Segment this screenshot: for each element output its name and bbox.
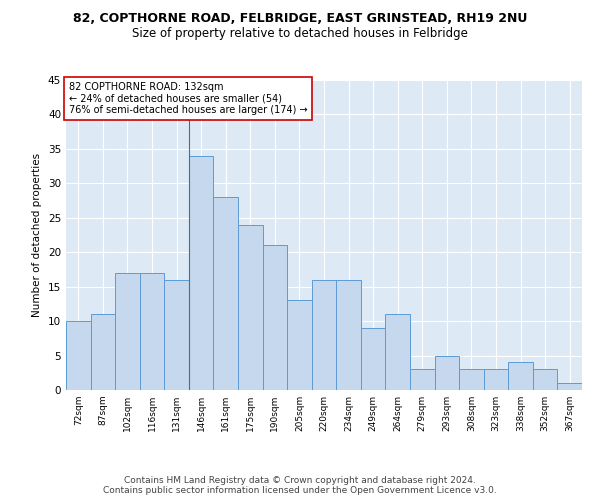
Bar [263, 246, 287, 390]
Bar [312, 280, 336, 390]
Y-axis label: Number of detached properties: Number of detached properties [32, 153, 43, 317]
Bar [533, 370, 557, 390]
Bar [385, 314, 410, 390]
Bar [508, 362, 533, 390]
Bar [115, 273, 140, 390]
Bar [287, 300, 312, 390]
Bar [214, 197, 238, 390]
Bar [361, 328, 385, 390]
Bar [459, 370, 484, 390]
Bar [410, 370, 434, 390]
Text: 82, COPTHORNE ROAD, FELBRIDGE, EAST GRINSTEAD, RH19 2NU: 82, COPTHORNE ROAD, FELBRIDGE, EAST GRIN… [73, 12, 527, 26]
Bar [66, 321, 91, 390]
Bar [140, 273, 164, 390]
Bar [238, 224, 263, 390]
Text: Contains HM Land Registry data © Crown copyright and database right 2024.
Contai: Contains HM Land Registry data © Crown c… [103, 476, 497, 495]
Text: Size of property relative to detached houses in Felbridge: Size of property relative to detached ho… [132, 28, 468, 40]
Bar [91, 314, 115, 390]
Bar [557, 383, 582, 390]
Bar [336, 280, 361, 390]
Bar [434, 356, 459, 390]
Bar [484, 370, 508, 390]
Bar [189, 156, 214, 390]
Bar [164, 280, 189, 390]
Text: 82 COPTHORNE ROAD: 132sqm
← 24% of detached houses are smaller (54)
76% of semi-: 82 COPTHORNE ROAD: 132sqm ← 24% of detac… [68, 82, 307, 115]
